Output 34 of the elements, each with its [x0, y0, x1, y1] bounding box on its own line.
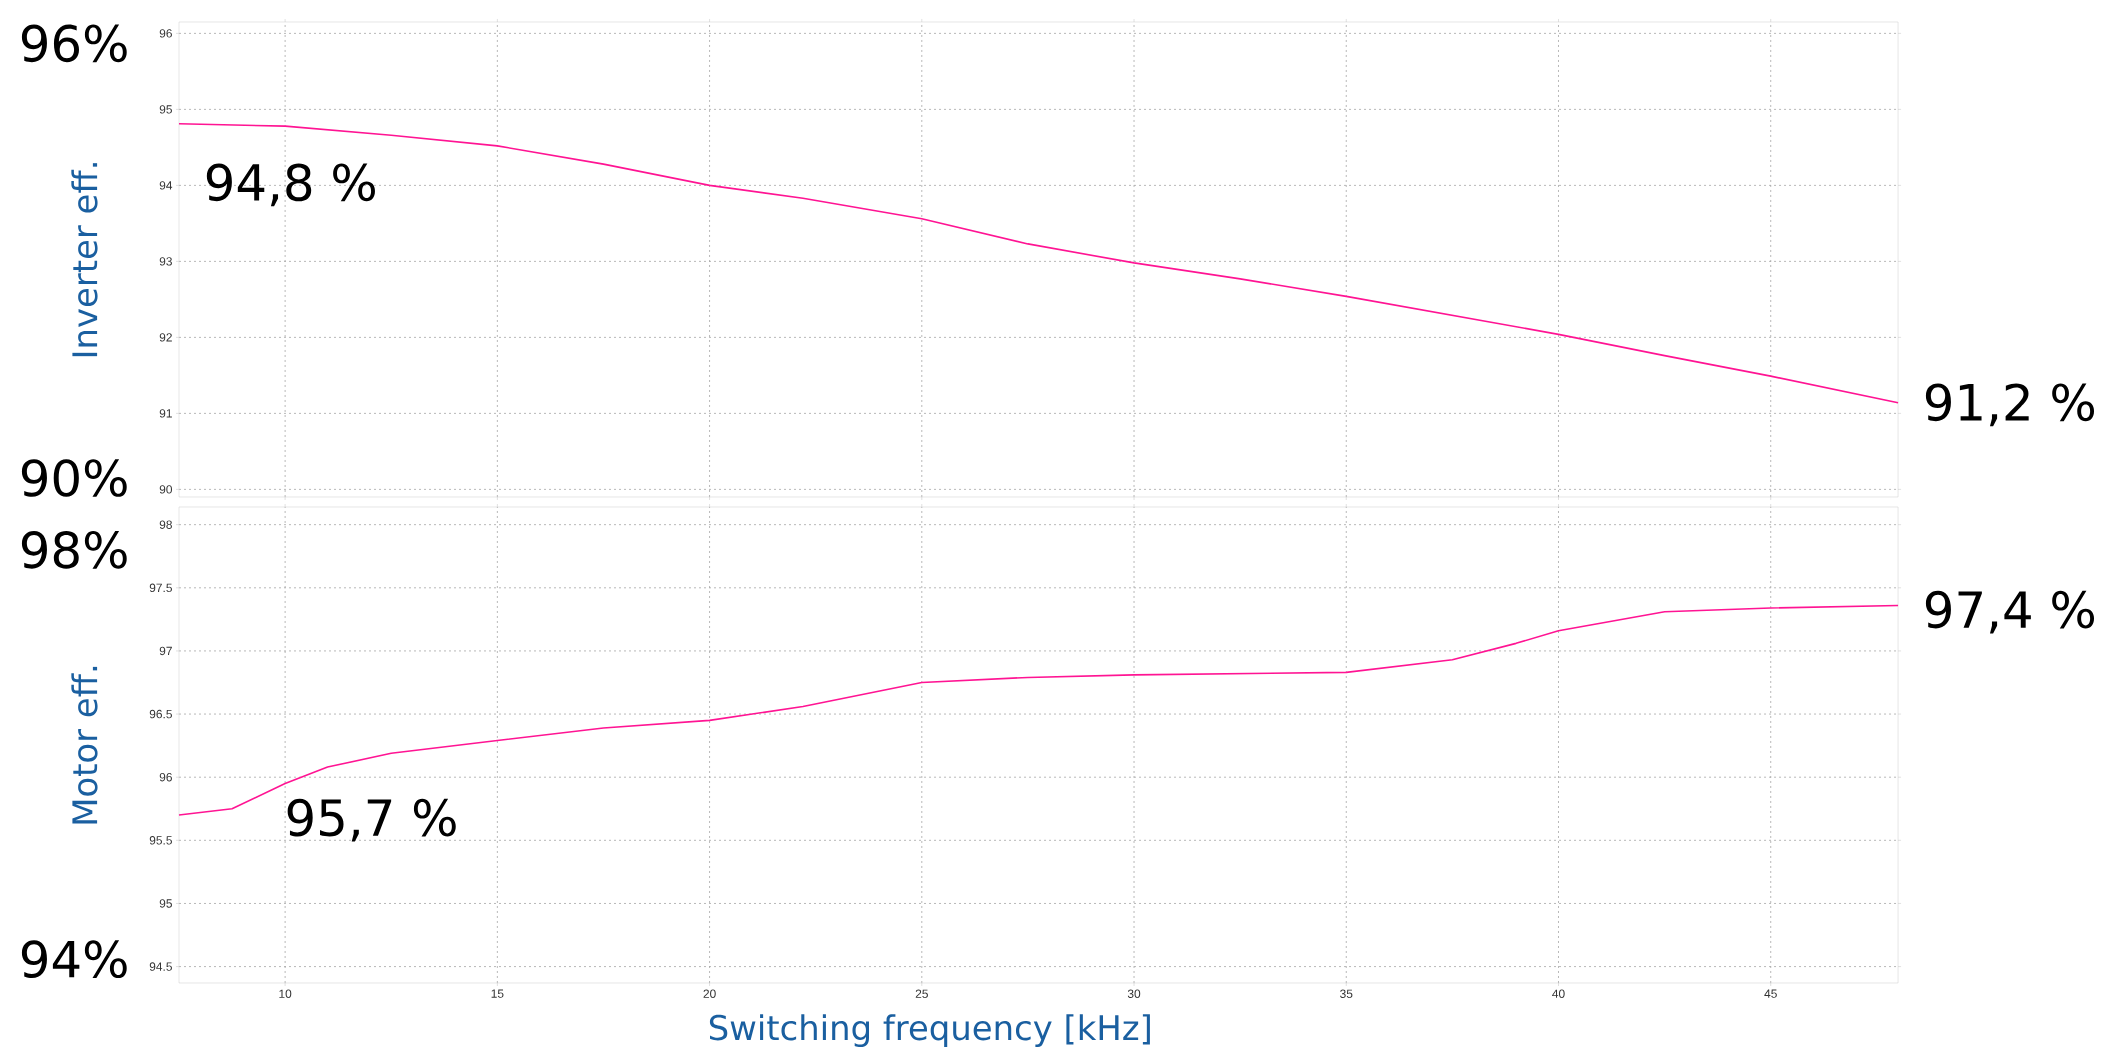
y-tick-label: 92: [159, 333, 172, 342]
y-tick-label: 94: [159, 181, 173, 190]
text: 96%: [21, 24, 127, 63]
text: 91,2 %: [1925, 383, 2095, 427]
y-tick-label: 96: [159, 772, 172, 782]
y-tick-label: 95: [159, 899, 172, 908]
y-tick-label: 95: [159, 105, 172, 114]
text: 97,4 %: [1925, 590, 2095, 634]
text: 94%: [21, 940, 127, 979]
y-tick-label: 93: [159, 257, 172, 266]
y-tick-label: 95.5: [149, 836, 172, 845]
y-axis-title: Motor eff.: [71, 666, 98, 824]
text: 98%: [21, 530, 127, 569]
y-tick-label: 97.5: [149, 583, 172, 593]
annotation: 94,8 %: [206, 163, 375, 207]
x-axis-title: Switching frequency [kHz]: [709, 1014, 1150, 1047]
y-tick-label: 98: [159, 520, 172, 529]
text: 90%: [21, 459, 127, 497]
x-tick-label: 35: [1340, 989, 1353, 998]
y-axis-title: Inverter eff.: [71, 163, 98, 357]
x-tick-label: 20: [703, 989, 716, 998]
annotation: 95,7 %: [287, 798, 456, 842]
y-tick-label: 90: [159, 485, 173, 494]
x-tick-label: 45: [1764, 989, 1777, 998]
y-tick-label: 96.5: [149, 709, 172, 719]
y-tick-label: 91: [159, 409, 172, 418]
y-tick-label: 97: [159, 646, 172, 656]
x-tick-label: 40: [1552, 989, 1565, 998]
y-tick-label: 94.5: [149, 962, 172, 971]
x-tick-label: 30: [1127, 989, 1141, 998]
x-tick-label: 10: [279, 989, 292, 998]
y-tick-label: 96: [159, 29, 172, 38]
x-tick-label: 25: [915, 989, 928, 998]
x-tick-label: 15: [491, 989, 504, 998]
